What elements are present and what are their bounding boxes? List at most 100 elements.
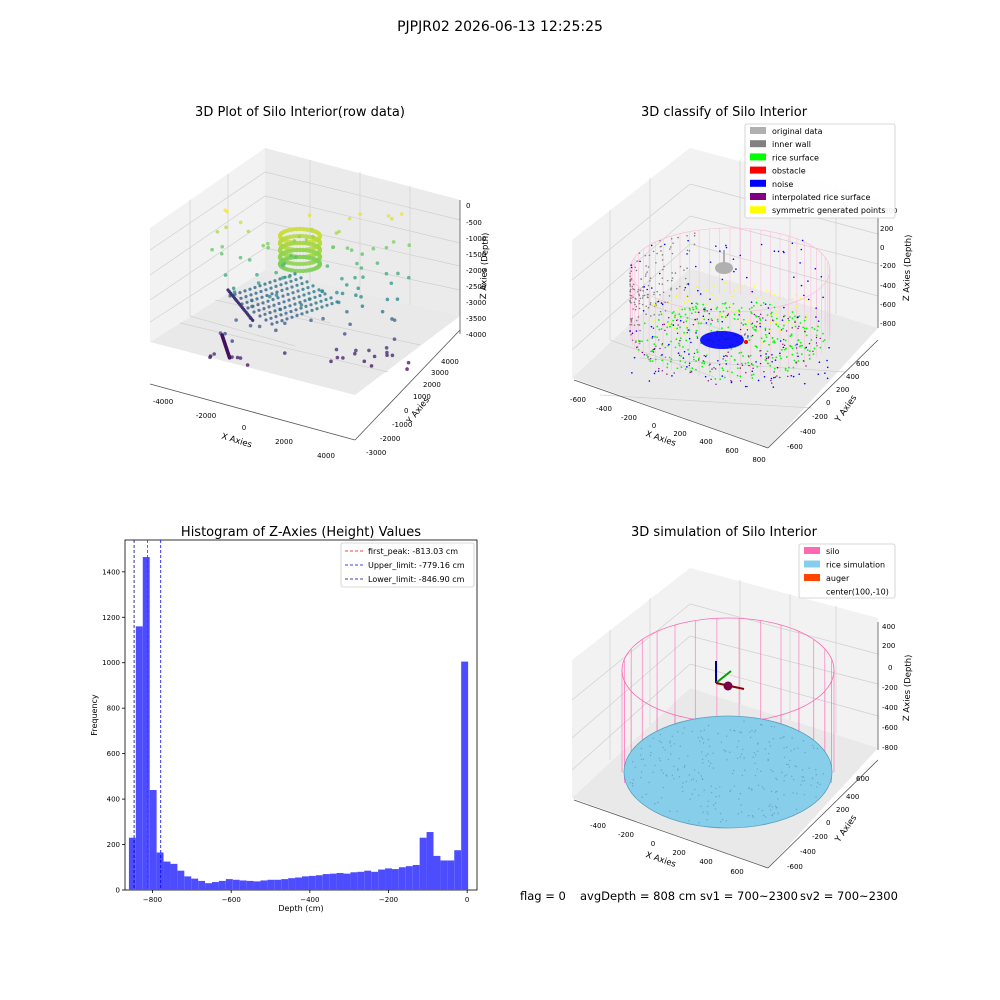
wall-point [671,277,674,279]
rice-point [770,725,773,728]
surface-point [716,306,719,309]
histogram-bar [191,878,199,890]
surface-point [651,360,654,362]
rice-point [790,750,792,752]
rice-point [673,778,675,780]
noise-point [792,375,795,378]
noise-point [824,372,826,374]
noise-point [796,343,798,346]
rice-point [770,769,772,771]
legend-swatch [804,574,820,581]
symmetric-point [738,285,741,288]
wall-point [633,301,636,304]
raw-point [238,356,243,360]
rice-point [736,757,739,760]
wall-point [642,286,644,288]
rice-point [739,756,742,758]
symmetric-point [746,325,749,327]
rice-point [754,729,757,731]
surface-point [731,371,733,374]
rice-point [739,793,742,795]
raw-point [306,286,310,290]
surface-point [808,358,811,360]
rice-point [771,814,773,816]
raw-point [257,308,261,312]
surface-point [730,347,733,350]
z-tick-label: -1500 [466,251,486,259]
plot-area [124,539,478,891]
symmetric-point [719,313,722,315]
symmetric-point [705,289,708,292]
wall-point [637,290,639,293]
interpolated-point [711,368,713,370]
noise-point [796,316,799,319]
raw-point [282,300,286,304]
wall-point [629,279,631,281]
wall-point [647,306,650,309]
surface-point [762,301,765,304]
interpolated-point [787,375,789,378]
raw-point [329,359,333,364]
raw-point [257,324,262,329]
histogram-bar [253,881,261,890]
raw-point [266,245,270,250]
rice-point [752,756,755,758]
surface-point [753,325,756,327]
rice-point [682,790,684,793]
symmetric-point [770,321,772,324]
surface-point [684,308,686,311]
surface-point [764,333,767,336]
raw-point [319,299,323,303]
noise-point [650,244,653,247]
x-tick-label: −600 [222,896,241,904]
raw-point [234,318,238,322]
rice-point [767,758,769,760]
surface-point [752,304,755,307]
rice-point [776,806,778,809]
z-tick-label: -3000 [466,299,486,307]
raw-point [223,273,228,277]
noise-point [672,324,675,326]
histogram-bar [205,883,212,890]
surface-point [690,312,693,315]
interpolated-point [706,310,708,312]
histogram-bar [398,867,406,890]
noise-point [686,253,688,255]
surface-point [796,352,799,355]
noise-point [717,359,719,362]
surface-point [812,353,815,356]
raw-point [238,255,243,260]
interpolated-point [795,361,797,363]
noise-point [755,361,757,363]
wall-point [653,291,655,294]
raw-point [274,315,278,319]
x-tick-label: 0 [651,840,655,848]
rice-point [683,766,686,768]
noise-point [657,300,660,303]
histogram-bar [329,873,337,890]
surface-point [710,318,713,320]
raw-point [263,282,267,286]
raw-point [375,261,380,265]
rice-point [693,769,696,771]
rice-point [737,740,740,742]
avg-depth-text: avgDepth = 808 cm [580,889,696,903]
interpolated-point [767,356,770,358]
histogram-bar [142,557,150,890]
raw-point [299,306,303,310]
surface-point [756,365,759,368]
rice-point [771,806,773,808]
surface-point [760,337,763,340]
symmetric-point [723,282,726,284]
noise-point [683,350,686,353]
x-tick-label: 400 [699,438,712,446]
noise-point [814,267,817,270]
rice-point [640,771,643,773]
rice-point [687,755,689,757]
raw-point [307,297,312,301]
y-arrow [715,670,732,684]
raw-point [274,270,278,275]
surface-point [705,354,708,357]
surface-point [785,356,788,358]
